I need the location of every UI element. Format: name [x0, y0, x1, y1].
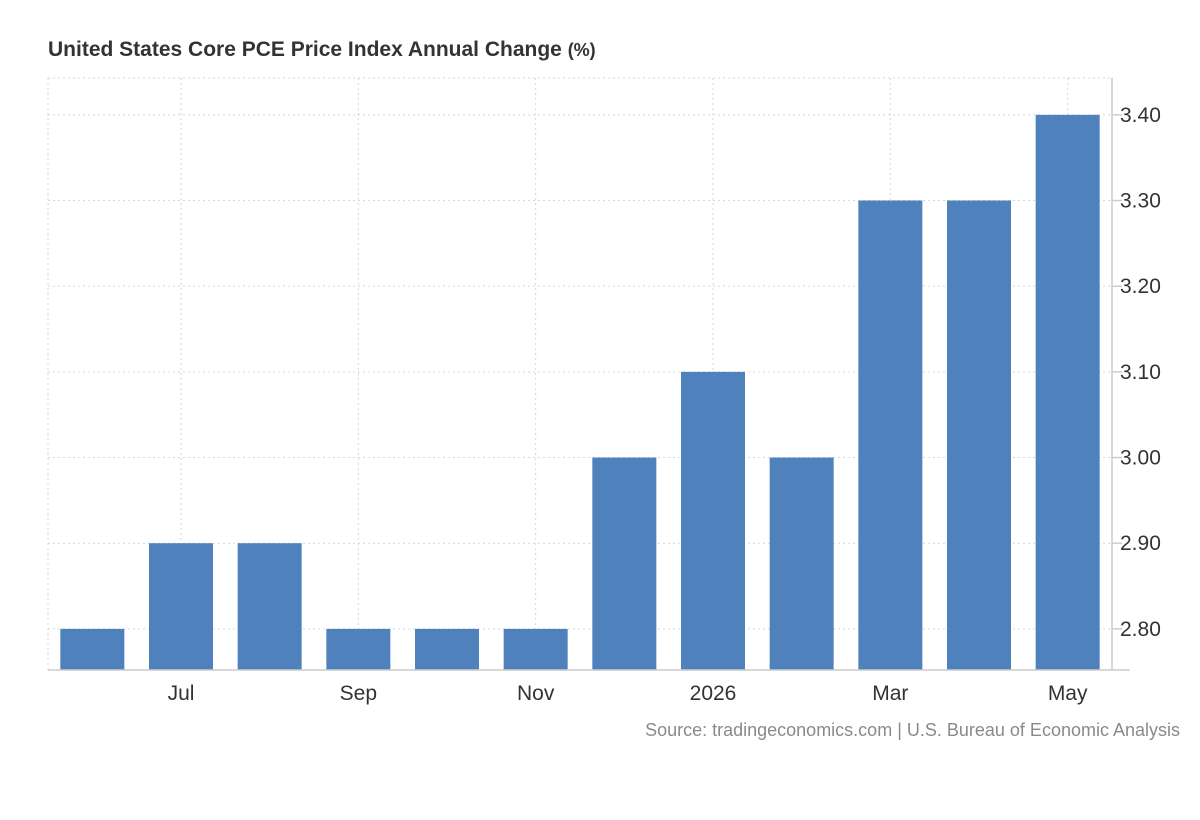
chart-source: Source: tradingeconomics.com | U.S. Bure…	[645, 720, 1180, 740]
y-tick-label: 3.10	[1120, 361, 1161, 384]
bar[interactable]	[858, 200, 923, 670]
x-axis-ticks: Jul Sep Nov 2026 Mar May	[168, 682, 1088, 705]
y-axis-ticks: 2.80 2.90 3.00 3.10 3.20 3.30 3.40	[1112, 104, 1161, 641]
bar[interactable]	[503, 628, 568, 670]
bars	[60, 114, 1100, 671]
bar[interactable]	[60, 628, 125, 670]
bar[interactable]	[237, 543, 302, 670]
bar[interactable]	[415, 628, 479, 670]
x-tick-label: 2026	[690, 682, 737, 705]
bar[interactable]	[149, 543, 213, 670]
x-tick-label: Sep	[340, 682, 377, 705]
bar[interactable]	[1035, 114, 1100, 671]
bar[interactable]	[769, 457, 834, 670]
bar[interactable]	[681, 371, 745, 670]
bar[interactable]	[947, 200, 1011, 670]
y-tick-label: 3.30	[1120, 190, 1161, 213]
chart-title-unit: (%)	[567, 40, 596, 60]
x-tick-label: Nov	[517, 682, 555, 705]
y-tick-label: 3.40	[1120, 104, 1161, 127]
bar[interactable]	[326, 628, 391, 670]
x-tick-label: Mar	[872, 682, 908, 705]
y-tick-label: 3.20	[1120, 275, 1161, 298]
axes	[47, 78, 1130, 671]
chart-title-text: United States Core PCE Price Index Annua…	[48, 38, 562, 61]
x-tick-label: Jul	[168, 682, 195, 705]
chart-title: United States Core PCE Price Index Annua…	[48, 38, 596, 62]
x-tick-label: May	[1048, 682, 1088, 705]
bar[interactable]	[592, 457, 657, 670]
y-tick-label: 2.90	[1120, 532, 1161, 555]
y-tick-label: 3.00	[1120, 447, 1161, 470]
y-tick-label: 2.80	[1120, 618, 1161, 641]
